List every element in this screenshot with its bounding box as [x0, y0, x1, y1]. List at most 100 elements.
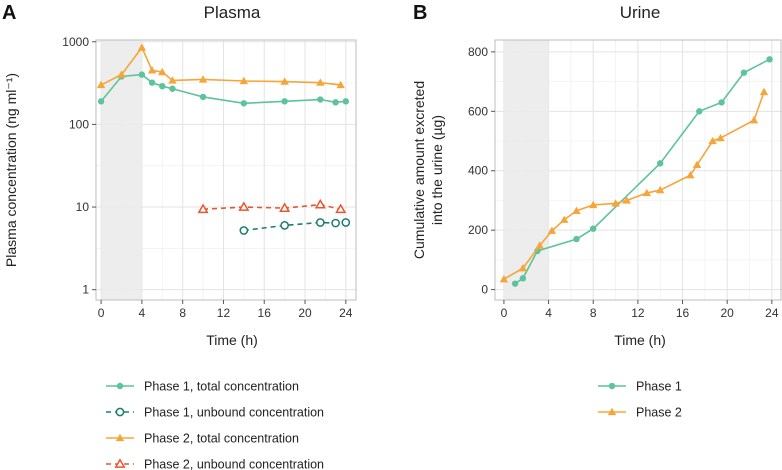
urine-data-point-phase2_total	[759, 87, 769, 96]
plasma-plot-border	[95, 39, 357, 301]
plasma-y-axis-title: Plasma concentration (ng ml⁻¹)	[3, 73, 19, 267]
urine-data-point-phase2_total	[642, 188, 652, 197]
plasma-data-point-phase2_total	[280, 77, 289, 85]
plasma-legend-label: Phase 2, unbound concentration	[144, 458, 324, 470]
urine-data-point-phase1_total	[590, 225, 597, 232]
urine-data-point-phase2_total	[535, 241, 544, 249]
urine-y-tick-label: 200	[468, 223, 488, 237]
urine-x-tick-label: 12	[631, 306, 645, 320]
plasma-legend: Phase 1, total concentration Phase 1, unb…	[106, 380, 324, 470]
urine-data-point-phase2_total	[656, 185, 665, 194]
plasma-data-point-phase2_total	[117, 70, 126, 78]
urine-data-point-phase1_total	[519, 275, 527, 282]
urine-y-tick-label: 0	[481, 283, 488, 297]
plasma-data-point-phase2_unbound	[238, 201, 250, 211]
urine-panel: B Urine 0 4 8 12 16 20 24 0 200 400 600 800 Time (h…	[411, 2, 782, 348]
plasma-data-point-phase2_total	[137, 43, 147, 51]
urine-data-point-phase2_total	[692, 160, 702, 168]
urine-y-axis-title-line2: into the urine (µg)	[429, 115, 445, 225]
urine-data-point-phase2_total	[686, 171, 695, 179]
plasma-x-tick-label: 8	[179, 306, 186, 320]
plasma-data-point-phase1_unbound	[341, 218, 351, 227]
plasma-data-point-phase1_total	[199, 93, 207, 101]
plasma-data-point-phase2_total	[158, 67, 167, 76]
urine-series-line-phase1_total	[514, 58, 770, 285]
urine-data-point-phase1_total	[696, 108, 703, 115]
urine-data-point-phase2_total	[560, 215, 569, 223]
urine-legend-marker-phase1_total	[608, 382, 616, 390]
urine-data-point-phase2_total	[749, 116, 759, 124]
plasma-data-point-phase1_total	[342, 98, 350, 105]
urine-shaded-region	[503, 40, 549, 300]
urine-x-axis-title: Time (h)	[614, 332, 666, 348]
urine-data-point-phase1_total	[573, 235, 580, 243]
urine-data-point-phase2_total	[622, 196, 631, 204]
urine-data-point-phase1_total	[534, 247, 541, 255]
plasma-data-point-phase2_total	[147, 66, 157, 74]
plasma-x-tick-label: 0	[98, 306, 105, 320]
urine-y-tick-label: 400	[468, 164, 488, 178]
plasma-data-point-phase1_unbound	[239, 226, 249, 235]
urine-legend-label: Phase 2	[636, 406, 682, 420]
urine-x-tick-label: 24	[765, 306, 779, 320]
plasma-y-tick-label: 1	[82, 283, 89, 297]
urine-data-point-phase2_total	[611, 199, 620, 207]
urine-data-point-phase1_total	[718, 99, 725, 106]
urine-x-tick-label: 4	[545, 306, 552, 320]
urine-data-point-phase2_total	[708, 136, 717, 145]
urine-x-tick-label: 16	[676, 306, 690, 320]
plasma-x-tick-label: 12	[217, 306, 231, 320]
plasma-data-point-phase1_unbound	[315, 218, 325, 227]
plasma-data-point-phase2_unbound	[279, 202, 291, 213]
urine-data-point-phase2_total	[499, 275, 509, 283]
urine-x-tick-label: 0	[501, 306, 508, 320]
urine-data-point-phase2_total	[716, 133, 725, 142]
plasma-data-point-phase1_total	[169, 85, 176, 92]
urine-data-point-phase1_total	[657, 160, 664, 167]
urine-y-tick-label: 600	[468, 104, 488, 118]
urine-data-point-phase2_total	[518, 264, 528, 272]
plasma-data-point-phase1_total	[332, 99, 339, 106]
plasma-data-point-phase1_unbound	[280, 221, 289, 230]
urine-legend: Phase 1 Phase 2	[598, 380, 682, 420]
urine-y-tick-label: 800	[468, 45, 488, 59]
plasma-data-point-phase1_total	[97, 98, 105, 105]
plasma-data-point-phase1_total	[240, 100, 248, 107]
plasma-legend-label: Phase 1, unbound concentration	[144, 406, 324, 420]
plasma-data-point-phase1_total	[159, 82, 166, 90]
urine-y-axis-title-line1: Cumulative amount excreted	[411, 81, 427, 259]
plasma-data-point-phase2_total	[198, 75, 208, 83]
urine-data-point-phase1_total	[740, 69, 748, 76]
plasma-y-tick-label: 1000	[62, 35, 89, 49]
urine-data-point-phase2_total	[589, 200, 598, 209]
urine-x-tick-label: 8	[590, 306, 597, 320]
plasma-data-point-phase1_total	[148, 79, 156, 86]
plasma-legend-marker-phase2_unbound	[114, 458, 126, 468]
urine-x-tick-label: 20	[721, 306, 735, 320]
urine-legend-label: Phase 1	[636, 380, 682, 394]
plasma-data-point-phase2_unbound	[314, 198, 326, 209]
urine-data-point-phase2_total	[572, 206, 581, 215]
plasma-data-point-phase2_total	[336, 80, 345, 89]
plasma-data-point-phase1_total	[138, 71, 146, 78]
plasma-x-tick-label: 20	[298, 306, 312, 320]
plasma-legend-label: Phase 2, total concentration	[144, 432, 299, 446]
urine-data-point-phase1_total	[766, 56, 773, 63]
plasma-data-point-phase2_unbound	[335, 203, 347, 214]
plasma-data-point-phase2_total	[96, 80, 106, 89]
plasma-x-tick-label: 16	[258, 306, 272, 320]
urine-legend-marker-phase2_total	[607, 407, 617, 416]
plasma-data-point-phase1_unbound	[331, 218, 340, 228]
panel-letter-b: B	[413, 2, 427, 24]
plasma-legend-label: Phase 1, total concentration	[144, 380, 299, 394]
urine-chart-title: Urine	[620, 3, 661, 22]
plasma-legend-marker-phase2_total	[115, 433, 125, 442]
plasma-shaded-region	[101, 40, 142, 300]
plasma-legend-marker-phase1_total	[116, 382, 124, 390]
plasma-data-point-phase1_total	[317, 96, 324, 103]
plasma-data-point-phase2_unbound	[197, 203, 209, 214]
plasma-x-tick-label: 4	[139, 306, 146, 320]
plasma-x-tick-label: 24	[339, 306, 353, 320]
